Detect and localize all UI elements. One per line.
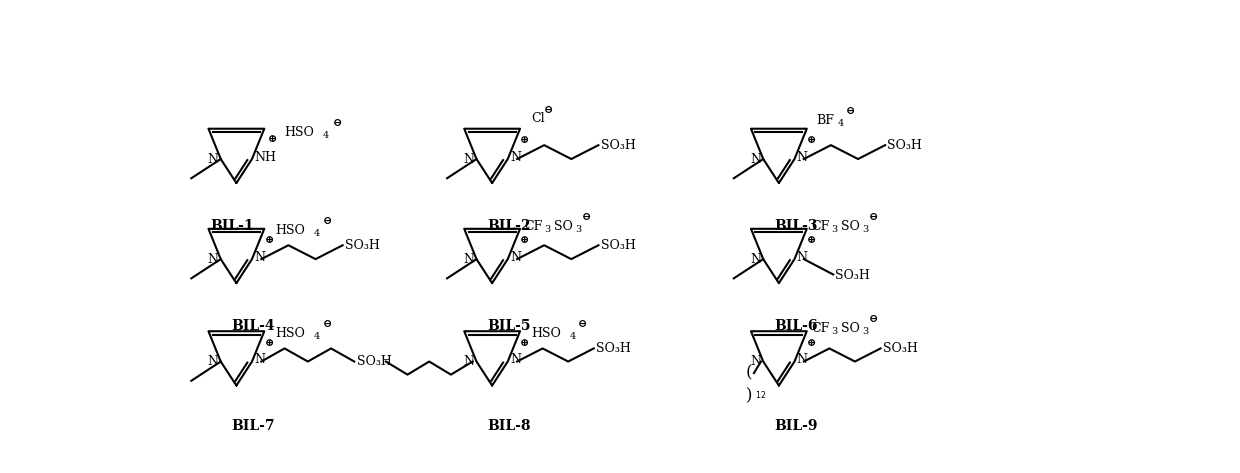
Text: HSO: HSO [275,224,305,237]
Text: ⊖: ⊖ [322,215,332,226]
Text: CF: CF [811,322,830,335]
Text: ⊖: ⊖ [544,104,553,114]
Text: N: N [750,253,761,266]
Text: SO₃H: SO₃H [600,239,636,252]
Text: N: N [510,151,521,164]
Text: SO₃H: SO₃H [596,342,631,355]
Text: ⊕: ⊕ [520,234,529,245]
Text: N: N [510,251,521,264]
Text: Cl: Cl [531,112,544,125]
Text: N: N [750,355,761,368]
Text: ⊕: ⊕ [807,134,816,145]
Text: 3: 3 [831,327,837,336]
Text: N: N [254,353,265,367]
Text: N: N [797,251,807,264]
Text: N: N [750,152,761,166]
Text: BIL-3: BIL-3 [774,219,817,233]
Text: ⊕: ⊕ [520,134,529,145]
Text: ): ) [746,387,753,404]
Text: 3: 3 [831,225,837,234]
Text: ⊖: ⊖ [582,210,591,222]
Text: N: N [510,353,521,367]
Text: BF: BF [816,114,835,127]
Text: HSO: HSO [275,327,305,340]
Text: ⊕: ⊕ [264,234,274,245]
Text: 4: 4 [314,229,320,238]
Text: 4: 4 [838,119,844,128]
Text: CF: CF [525,219,543,233]
Text: BIL-9: BIL-9 [774,419,817,433]
Text: SO: SO [841,219,859,233]
Text: HSO: HSO [284,126,314,139]
Text: ⊕: ⊕ [520,337,529,348]
Text: ⊖: ⊖ [578,318,588,329]
Text: BIL-6: BIL-6 [774,319,817,333]
Text: SO₃H: SO₃H [835,269,869,282]
Text: 3: 3 [544,225,551,234]
Text: SO: SO [841,322,859,335]
Text: HSO: HSO [531,327,560,340]
Text: BIL-7: BIL-7 [232,419,275,433]
Text: BIL-4: BIL-4 [232,319,275,333]
Text: N: N [254,251,265,264]
Text: SO: SO [554,219,573,233]
Text: ⊖: ⊖ [322,318,332,329]
Text: ⊖: ⊖ [869,210,878,222]
Text: 3: 3 [575,225,582,234]
Text: N: N [464,152,474,166]
Text: ⊕: ⊕ [807,337,816,348]
Text: (: ( [746,365,753,382]
Text: 4: 4 [314,332,320,341]
Text: SO₃H: SO₃H [345,239,379,252]
Text: 3: 3 [862,327,868,336]
Text: 4: 4 [324,131,330,140]
Text: ⊖: ⊖ [869,313,878,324]
Text: ⊖: ⊖ [846,105,856,116]
Text: SO₃H: SO₃H [357,355,392,368]
Text: CF: CF [811,219,830,233]
Text: BIL-1: BIL-1 [211,219,254,233]
Text: ⊕: ⊕ [268,133,278,144]
Text: N: N [797,353,807,367]
Text: $_{12}$: $_{12}$ [755,390,766,403]
Text: N: N [464,355,474,368]
Text: N: N [797,151,807,164]
Text: ⊕: ⊕ [264,337,274,348]
Text: SO₃H: SO₃H [600,139,636,152]
Text: ⊖: ⊖ [332,117,342,128]
Text: 4: 4 [569,332,575,341]
Text: 3: 3 [862,225,868,234]
Text: N: N [464,253,474,266]
Text: NH: NH [254,151,277,164]
Text: ⊕: ⊕ [807,234,816,245]
Text: N: N [207,355,218,368]
Text: SO₃H: SO₃H [883,342,918,355]
Text: BIL-2: BIL-2 [487,219,531,233]
Text: BIL-8: BIL-8 [487,419,531,433]
Text: N: N [207,152,218,166]
Text: SO₃H: SO₃H [888,139,923,152]
Text: BIL-5: BIL-5 [487,319,531,333]
Text: N: N [207,253,218,266]
